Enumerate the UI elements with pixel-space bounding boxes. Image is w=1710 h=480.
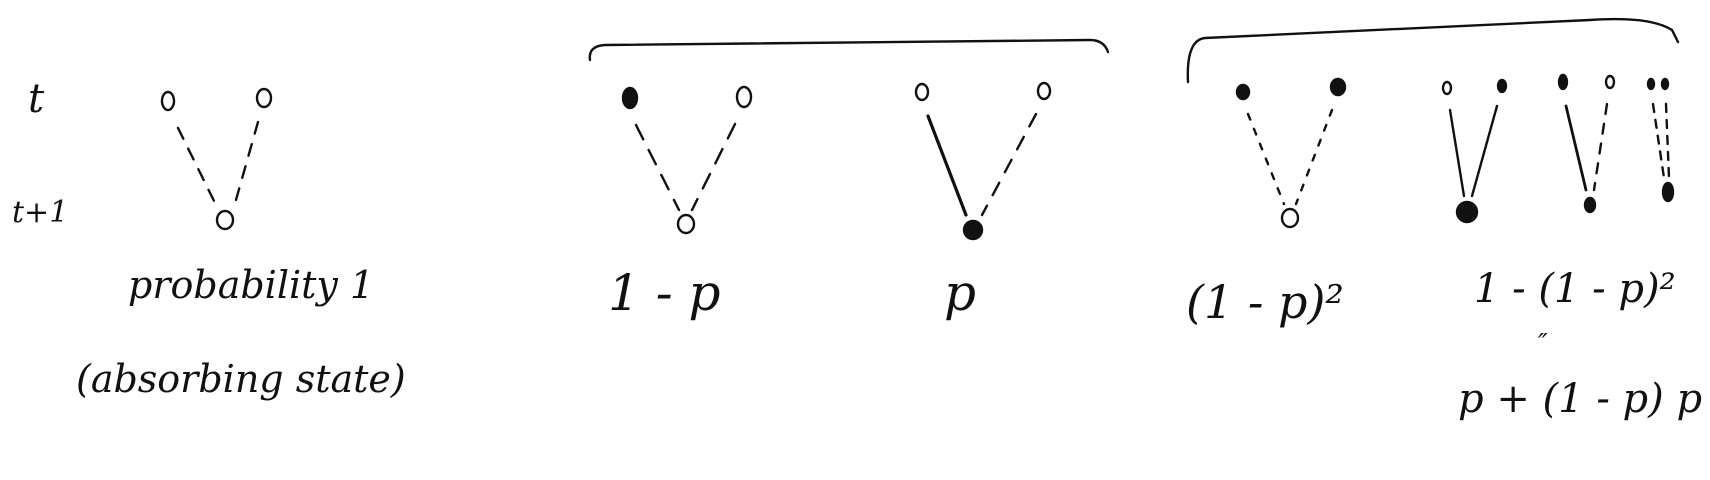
panel3-case-open	[1235, 77, 1347, 229]
node-filled	[1235, 83, 1251, 101]
brace-panel3	[1186, 17, 1680, 84]
node-empty	[1441, 80, 1453, 96]
panel2-case-filled	[914, 81, 1052, 241]
node-empty	[735, 85, 753, 109]
node-empty	[1280, 207, 1300, 229]
panel3-case-filled	[1441, 73, 1675, 224]
panel3-filled-probability: 1 - (1 - p)²	[1474, 266, 1676, 312]
edge-solid	[1448, 108, 1466, 198]
panel3-filled-probability-alt: p + (1 - p) p	[1458, 376, 1702, 422]
edge-dashed	[1294, 108, 1334, 206]
node-filled	[1661, 181, 1675, 203]
edge-dashed	[232, 120, 260, 209]
node-empty	[914, 82, 930, 102]
node-filled	[1583, 196, 1597, 214]
node-filled	[1496, 78, 1508, 94]
edge-dashed	[1592, 102, 1609, 192]
row-label-t: t	[28, 76, 45, 122]
edge-dashed	[1246, 112, 1286, 206]
node-empty	[676, 213, 696, 235]
panel-absorbing	[160, 87, 273, 231]
edge-solid	[1564, 104, 1588, 192]
node-empty	[215, 209, 235, 231]
edge-dashed	[176, 126, 219, 209]
node-empty	[160, 90, 176, 112]
node-filled	[1329, 77, 1347, 97]
panel2-open-probability: 1 - p	[608, 264, 721, 322]
node-filled	[1646, 77, 1656, 91]
node-filled	[1557, 73, 1569, 91]
panel1-absorbing-label: (absorbing state)	[76, 357, 406, 401]
edge-solid	[926, 114, 968, 217]
node-filled	[621, 86, 639, 110]
edge-dashed	[980, 112, 1038, 217]
panel1-probability-label: probability 1	[128, 263, 374, 307]
panel3-equals-mark: ″	[1538, 329, 1548, 359]
panel3-open-probability: (1 - p)²	[1186, 275, 1344, 329]
edge-dashed	[690, 122, 737, 212]
node-empty	[1604, 74, 1616, 90]
row-label-t-plus-1: t+1	[12, 195, 68, 230]
edge-dashed	[1651, 102, 1666, 180]
node-empty	[255, 87, 273, 109]
panel2-filled-probability: p	[944, 264, 976, 322]
node-filled	[962, 219, 984, 241]
node-filled	[1660, 77, 1670, 91]
edge-solid	[1470, 104, 1499, 198]
edge-dashed	[1664, 102, 1671, 180]
brace-panel2	[588, 38, 1110, 62]
node-empty	[1036, 81, 1052, 101]
edge-dashed	[634, 123, 681, 212]
panel2-case-open	[621, 85, 753, 235]
node-filled	[1455, 200, 1479, 224]
